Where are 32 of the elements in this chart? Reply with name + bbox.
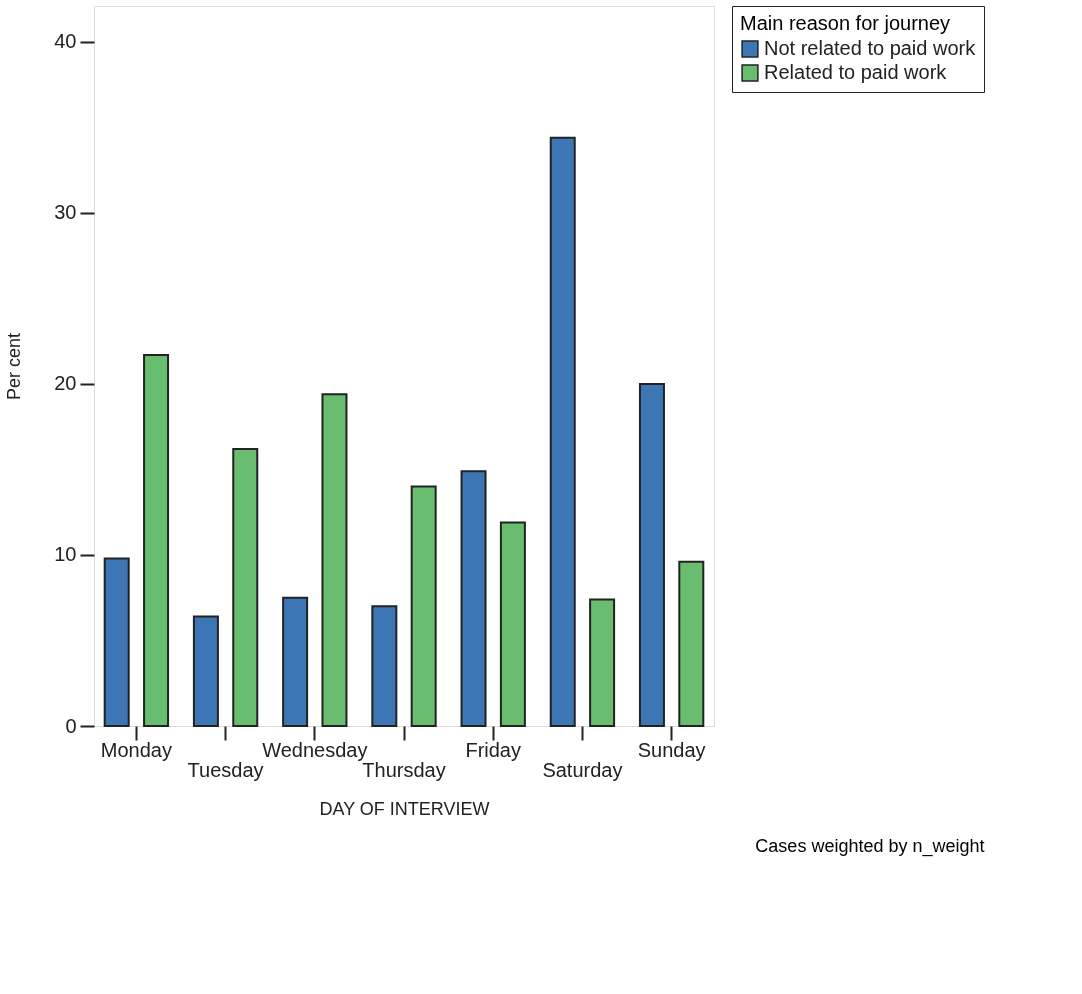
y-tick-label: 20 (54, 372, 77, 395)
legend-label: Not related to paid work (764, 37, 977, 59)
bar (638, 382, 665, 727)
bar (549, 136, 576, 727)
y-tick-label: 40 (54, 30, 77, 53)
bar (192, 615, 219, 727)
legend-label: Related to paid work (764, 61, 948, 83)
y-tick-label: 10 (54, 543, 77, 566)
y-axis-title: Per cent (4, 332, 25, 401)
y-tick-label: 0 (65, 714, 77, 737)
bar (321, 393, 348, 727)
bar (143, 353, 170, 727)
y-tick-label: 30 (54, 201, 77, 224)
x-axis-title: DAY OF INTERVIEW (319, 798, 490, 819)
bar (410, 485, 437, 727)
x-tick-label: Monday (100, 738, 172, 761)
x-tick-label: Friday (465, 738, 521, 761)
x-tick-label: Sunday (637, 738, 706, 761)
x-tick-label: Saturday (542, 758, 623, 781)
bar (499, 521, 526, 727)
bar (371, 605, 398, 727)
bar (460, 470, 487, 727)
x-tick-label: Tuesday (187, 758, 264, 781)
bar (282, 596, 309, 727)
bar (589, 598, 616, 727)
x-tick-label: Thursday (362, 758, 446, 781)
x-tick-label: Wednesday (262, 738, 368, 761)
bar (678, 560, 705, 727)
text: Cases weighted by n_weight (755, 836, 985, 857)
bar (232, 447, 259, 727)
legend-title: Main reason for journey (740, 12, 951, 34)
bar (103, 557, 130, 727)
